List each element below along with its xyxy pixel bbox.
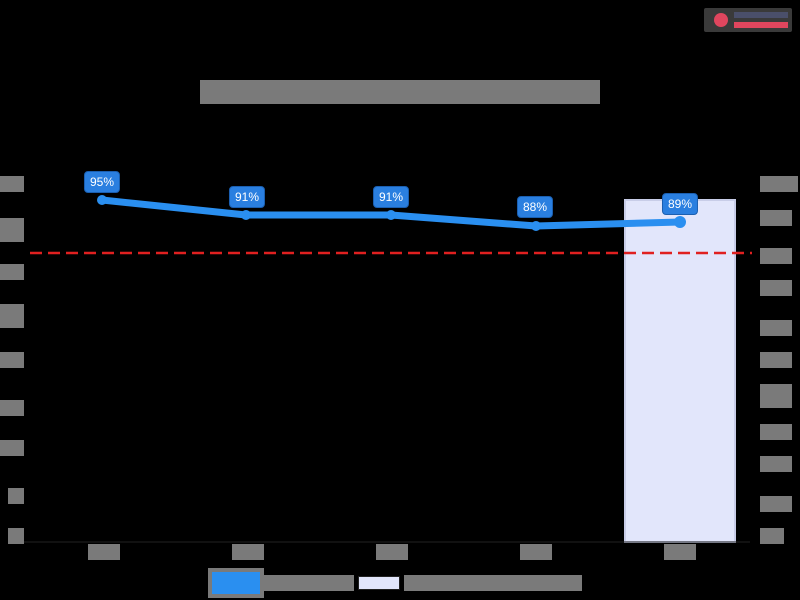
category-label-1 <box>232 544 264 560</box>
right-tick-3 <box>760 280 792 296</box>
data-label-1: 91% <box>228 186 266 208</box>
left-tick-8 <box>8 528 24 544</box>
category-label-0 <box>88 544 120 560</box>
legend-bar-label <box>404 575 582 591</box>
right-tick-10 <box>760 528 784 544</box>
left-tick-3 <box>0 304 24 328</box>
data-label-3: 88% <box>516 196 554 218</box>
right-tick-6 <box>760 384 792 408</box>
left-tick-4 <box>0 352 24 368</box>
legend <box>208 568 582 598</box>
logo-icon <box>714 13 728 27</box>
legend-line-label <box>264 575 354 591</box>
left-tick-0 <box>0 176 24 192</box>
left-tick-5 <box>0 400 24 416</box>
right-tick-8 <box>760 456 792 472</box>
right-tick-9 <box>760 496 792 512</box>
brand-logo <box>704 8 792 32</box>
left-tick-6 <box>0 440 24 456</box>
right-tick-0 <box>760 176 798 192</box>
left-tick-1 <box>0 218 24 242</box>
left-tick-2 <box>0 264 24 280</box>
right-tick-5 <box>760 352 792 368</box>
right-tick-1 <box>760 210 792 226</box>
left-tick-7 <box>8 488 24 504</box>
chart-title <box>200 80 600 104</box>
right-tick-7 <box>760 424 792 440</box>
legend-line-swatch <box>208 568 264 598</box>
category-label-3 <box>520 544 552 560</box>
data-label-2: 91% <box>372 186 410 208</box>
data-label-4: 89% <box>661 193 699 215</box>
category-label-2 <box>376 544 408 560</box>
bar-5 <box>624 199 736 543</box>
data-label-0: 95% <box>83 171 121 193</box>
right-tick-2 <box>760 248 792 264</box>
legend-bar-swatch <box>358 576 400 590</box>
right-tick-4 <box>760 320 792 336</box>
category-label-4 <box>664 544 696 560</box>
